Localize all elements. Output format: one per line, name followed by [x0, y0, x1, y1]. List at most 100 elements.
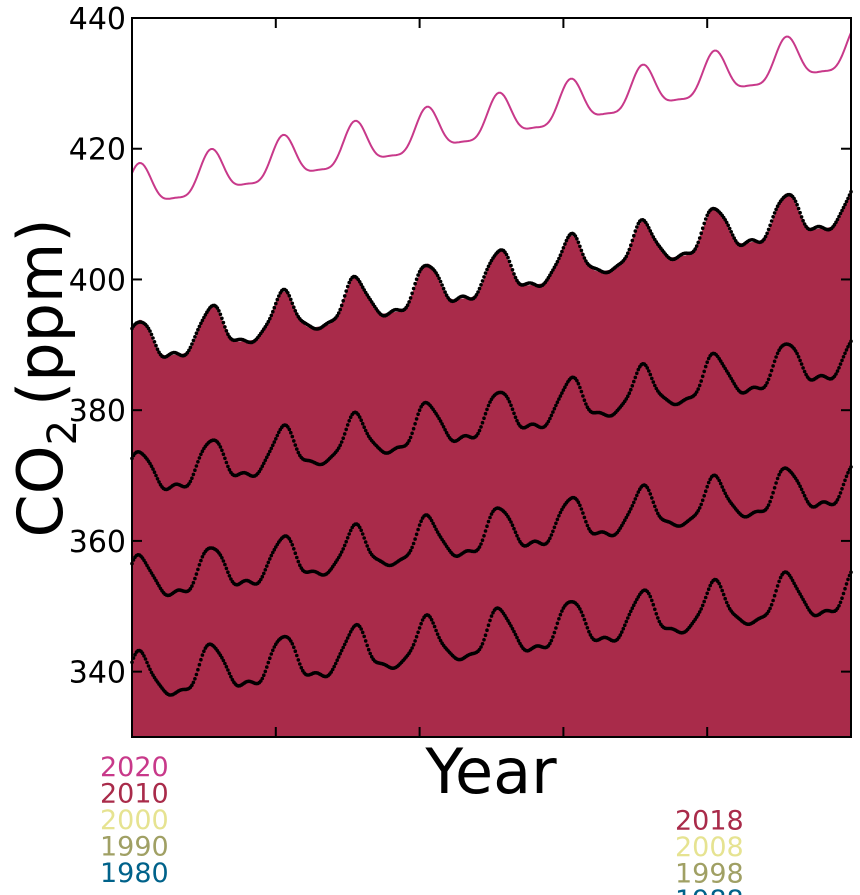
data-point: [339, 550, 344, 554]
data-point: [804, 497, 808, 501]
data-point: [357, 525, 362, 530]
data-point: [768, 606, 772, 611]
data-point: [344, 289, 349, 293]
data-point: [145, 660, 149, 665]
data-point: [515, 533, 519, 538]
data-point: [510, 407, 515, 412]
data-point: [345, 284, 350, 289]
data-point: [489, 512, 494, 516]
data-point: [274, 437, 278, 441]
data-point: [633, 375, 638, 380]
data-point: [844, 199, 849, 204]
data-point: [512, 411, 516, 416]
data-point: [507, 259, 512, 264]
data-point: [697, 383, 702, 388]
legend-start-1990: 1990: [100, 832, 169, 863]
data-point: [620, 630, 624, 634]
data-point: [336, 555, 341, 560]
data-point: [411, 541, 416, 546]
data-point: [203, 313, 208, 317]
data-point: [357, 280, 362, 284]
data-point: [513, 275, 518, 280]
data-point: [479, 542, 483, 546]
data-point: [560, 507, 564, 512]
data-point: [482, 534, 486, 538]
data-point: [437, 276, 441, 281]
data-point: [266, 452, 271, 457]
data-point: [513, 415, 518, 420]
data-point: [410, 545, 414, 550]
y-axis-label-subscript: 2: [40, 420, 86, 445]
data-point: [633, 229, 638, 233]
data-point: [841, 591, 846, 596]
data-point: [838, 491, 843, 495]
data-point: [549, 533, 554, 537]
data-point: [488, 618, 492, 623]
data-point: [362, 288, 367, 292]
data-point: [554, 521, 558, 526]
data-point: [272, 440, 277, 444]
data-point: [157, 480, 161, 484]
data-point: [624, 619, 629, 624]
data-point: [133, 652, 137, 657]
data-point: [272, 645, 277, 649]
data-point: [799, 595, 804, 599]
data-point: [218, 312, 223, 317]
data-point: [801, 218, 805, 223]
y-tick-label: 440: [69, 2, 126, 37]
data-point: [477, 286, 482, 291]
data-point: [576, 240, 581, 245]
data-point: [411, 426, 416, 431]
data-point: [624, 397, 629, 401]
data-point: [488, 400, 492, 404]
data-point: [629, 609, 633, 614]
data-point: [768, 499, 772, 504]
data-point: [438, 279, 443, 284]
data-point: [263, 568, 268, 572]
data-point: [834, 220, 838, 224]
data-point: [431, 521, 435, 526]
data-point: [221, 320, 226, 325]
data-point: [193, 335, 197, 339]
data-point: [290, 543, 295, 547]
data-point: [837, 214, 841, 219]
data-point: [215, 306, 220, 310]
data-point: [835, 606, 840, 611]
data-point: [699, 231, 703, 235]
data-point: [564, 238, 569, 243]
data-point: [224, 460, 229, 465]
data-point: [266, 560, 271, 565]
data-point: [636, 367, 641, 372]
data-point: [724, 600, 729, 605]
data-point: [360, 285, 365, 290]
data-point: [775, 351, 780, 356]
data-point: [190, 342, 194, 346]
data-point: [578, 244, 582, 249]
data-point: [557, 256, 561, 261]
data-point: [802, 222, 807, 226]
data-point: [801, 366, 805, 370]
data-point: [269, 446, 274, 451]
data-point: [298, 662, 302, 666]
data-point: [413, 281, 417, 286]
data-point: [772, 593, 777, 598]
data-point: [268, 656, 272, 660]
legend-start-1980: 1980: [100, 858, 169, 889]
data-point: [509, 403, 513, 408]
data-point: [724, 220, 729, 225]
data-point: [480, 420, 485, 425]
data-point: [579, 248, 584, 253]
data-point: [841, 355, 846, 359]
data-point: [802, 600, 807, 604]
data-point: [266, 319, 271, 324]
data-point: [555, 517, 560, 522]
data-point: [702, 494, 706, 498]
data-point: [700, 603, 705, 608]
data-point: [410, 291, 414, 296]
data-point: [703, 364, 708, 369]
data-point: [202, 315, 206, 320]
area-series-group: [132, 189, 851, 737]
data-point: [630, 384, 635, 388]
data-point: [705, 213, 709, 218]
data-point: [145, 563, 149, 568]
